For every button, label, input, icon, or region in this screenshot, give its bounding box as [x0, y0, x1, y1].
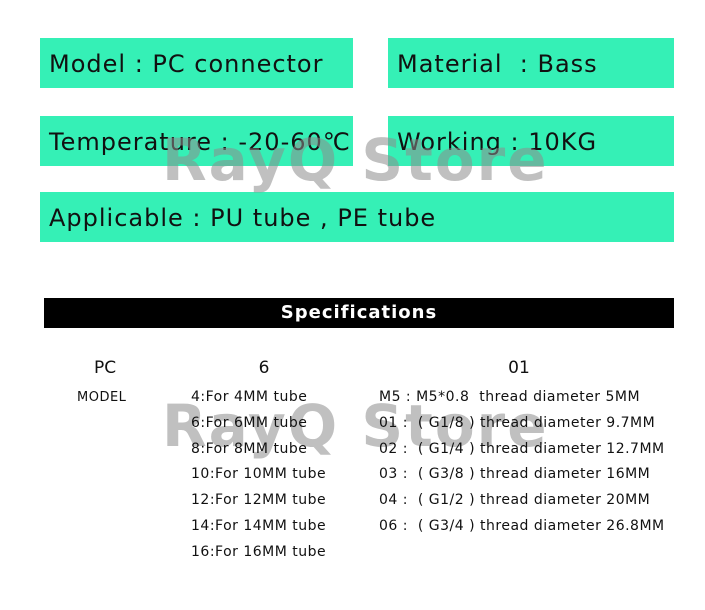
model-label: MODEL	[77, 390, 127, 405]
thread-item: M5 : M5*0.8 thread diameter 5MM	[379, 389, 641, 405]
thread-item: 06 : ( G3/4 ) thread diameter 26.8MM	[379, 518, 665, 534]
thread-item: 02 : ( G1/4 ) thread diameter 12.7MM	[379, 440, 665, 457]
info-box: Material : Bass	[388, 38, 674, 88]
tube-item: 6:For 6MM tube	[191, 414, 308, 431]
thread-item: 01 : ( G1/8 ) thread diameter 9.7MM	[379, 414, 656, 431]
tube-item: 12:For 12MM tube	[191, 492, 327, 509]
thread-item: 03 : ( G3/8 ) thread diameter 16MM	[379, 466, 651, 483]
info-box: Temperature : -20-60℃	[40, 116, 353, 166]
tube-item: 10:For 10MM tube	[191, 466, 327, 483]
spec-title: Specifications	[44, 298, 674, 328]
tube-item: 14:For 14MM tube	[191, 518, 327, 534]
tube-item: 4:For 4MM tube	[191, 389, 308, 405]
thread-code: 01	[508, 358, 530, 378]
tube-item: 16:For 16MM tube	[191, 543, 327, 560]
watermark: RayQ Store	[162, 392, 549, 460]
info-box: Working : 10KG	[388, 116, 674, 166]
thread-item: 04 : ( G1/2 ) thread diameter 20MM	[379, 492, 651, 509]
tube-item: 8:For 8MM tube	[191, 440, 308, 457]
model-code: PC	[93, 358, 117, 378]
tube-code: 6	[258, 358, 270, 378]
info-box: Model : PC connector	[40, 38, 353, 88]
info-box: Applicable : PU tube , PE tube	[40, 192, 674, 242]
watermark: RayQ Store	[162, 126, 549, 194]
